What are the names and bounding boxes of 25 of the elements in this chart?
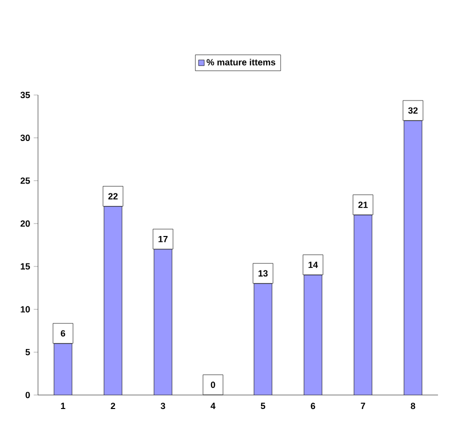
y-tick-label: 35 xyxy=(20,92,30,98)
y-tick-label: 20 xyxy=(20,220,30,227)
x-tick-label: 4 xyxy=(210,402,216,409)
x-tick-label: 6 xyxy=(310,402,316,410)
x-tick-label: 8 xyxy=(410,402,416,410)
y-tick-label: 25 xyxy=(20,178,30,184)
data-label: 14 xyxy=(308,262,318,268)
x-tick-label: 3 xyxy=(160,402,166,410)
data-label: 21 xyxy=(358,202,368,208)
y-tick-label: 30 xyxy=(20,134,30,142)
y-tick-label: 15 xyxy=(20,263,30,270)
x-tick-label: 2 xyxy=(110,402,116,410)
x-tick-label: 5 xyxy=(260,402,266,410)
x-tick-label: 7 xyxy=(360,402,366,409)
legend-label: % mature ittems xyxy=(206,58,276,66)
data-label: 0 xyxy=(210,382,216,388)
y-tick-label: 5 xyxy=(26,349,30,356)
y-tick-label: 0 xyxy=(26,392,30,398)
data-label: 32 xyxy=(408,107,418,114)
x-tick-label: 1 xyxy=(61,402,66,409)
data-label: 17 xyxy=(158,236,168,242)
data-label: 6 xyxy=(60,330,66,337)
data-label: 22 xyxy=(108,193,118,200)
data-label: 13 xyxy=(258,270,268,277)
y-tick-label: 10 xyxy=(20,306,30,312)
